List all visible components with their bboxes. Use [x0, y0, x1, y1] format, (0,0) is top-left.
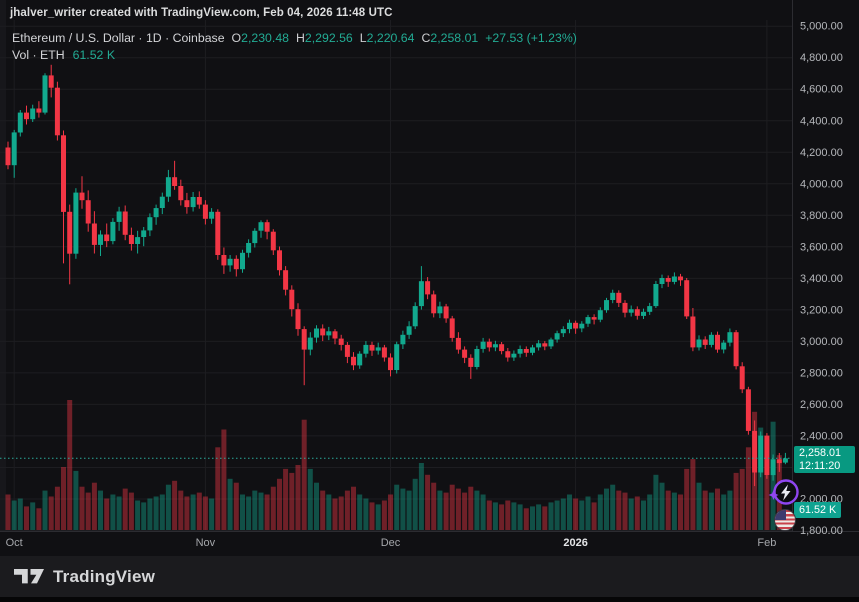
last-price-badge: 2,258.01 12:11:20 — [794, 446, 855, 473]
tradingview-logo[interactable]: TradingView — [14, 567, 155, 587]
time-scale[interactable] — [0, 531, 859, 555]
svg-text:2,400.00: 2,400.00 — [800, 430, 843, 442]
svg-text:Nov: Nov — [196, 537, 216, 549]
svg-text:3,400.00: 3,400.00 — [800, 273, 843, 285]
change-value: +27.53 (+1.23%) — [485, 31, 577, 45]
volume-value: 61.52 K — [72, 48, 116, 62]
svg-text:3,200.00: 3,200.00 — [800, 304, 843, 316]
close-value: 2,258.01 — [430, 31, 479, 45]
low-value: 2,220.64 — [366, 31, 415, 45]
close-label: C — [421, 31, 431, 45]
legend-volume-row[interactable]: Vol · ETH 61.52 K — [12, 48, 577, 65]
sparkle-icon — [768, 490, 779, 500]
open-value: 2,230.48 — [241, 31, 289, 45]
candlestick-chart-canvas[interactable]: 5,000.00 4,800.00 4,600.00 4,400.00 4,200.00… — [0, 0, 859, 556]
bar-countdown: 12:11:20 — [799, 460, 841, 472]
usd-flag-icon — [774, 509, 796, 531]
svg-text:2,600.00: 2,600.00 — [800, 399, 843, 411]
ethereum-logo-icon — [768, 479, 799, 505]
open-label: O — [231, 31, 242, 45]
volume-label: Vol · ETH — [12, 48, 65, 62]
footer-bar: TradingView — [0, 556, 859, 597]
high-label: H — [296, 31, 305, 45]
svg-text:4,000.00: 4,000.00 — [800, 178, 843, 190]
svg-text:3,800.00: 3,800.00 — [800, 210, 843, 222]
chart-legend: Ethereum / U.S. Dollar · 1D · Coinbase O… — [12, 31, 577, 65]
svg-text:5,000.00: 5,000.00 — [800, 21, 843, 33]
svg-text:1,800.00: 1,800.00 — [800, 525, 843, 537]
legend-symbol-row[interactable]: Ethereum / U.S. Dollar · 1D · Coinbase O… — [12, 31, 577, 48]
svg-text:4,200.00: 4,200.00 — [800, 147, 843, 159]
symbol-title: Ethereum / U.S. Dollar · 1D · Coinbase — [12, 31, 225, 45]
tradingview-logo-icon — [14, 569, 44, 584]
svg-text:Feb: Feb — [757, 537, 776, 549]
volume-axis-badge: 61.52 K — [794, 502, 842, 518]
svg-text:4,800.00: 4,800.00 — [800, 52, 843, 64]
svg-text:4,600.00: 4,600.00 — [800, 84, 843, 96]
svg-text:Oct: Oct — [6, 537, 23, 549]
svg-text:3,600.00: 3,600.00 — [800, 241, 843, 253]
tradingview-logo-text: TradingView — [53, 566, 156, 586]
high-value: 2,292.56 — [304, 31, 353, 45]
attribution-text: jhalver_writer created with TradingView.… — [10, 7, 393, 19]
svg-text:4,400.00: 4,400.00 — [800, 115, 843, 127]
last-price-value: 2,258.01 — [799, 447, 842, 459]
bottom-strip — [0, 597, 859, 602]
svg-text:2,800.00: 2,800.00 — [800, 367, 843, 379]
svg-text:3,000.00: 3,000.00 — [800, 336, 843, 348]
flag-canton — [775, 510, 786, 520]
svg-text:2026: 2026 — [563, 537, 587, 549]
svg-text:Dec: Dec — [381, 537, 401, 549]
low-label: L — [359, 31, 367, 45]
